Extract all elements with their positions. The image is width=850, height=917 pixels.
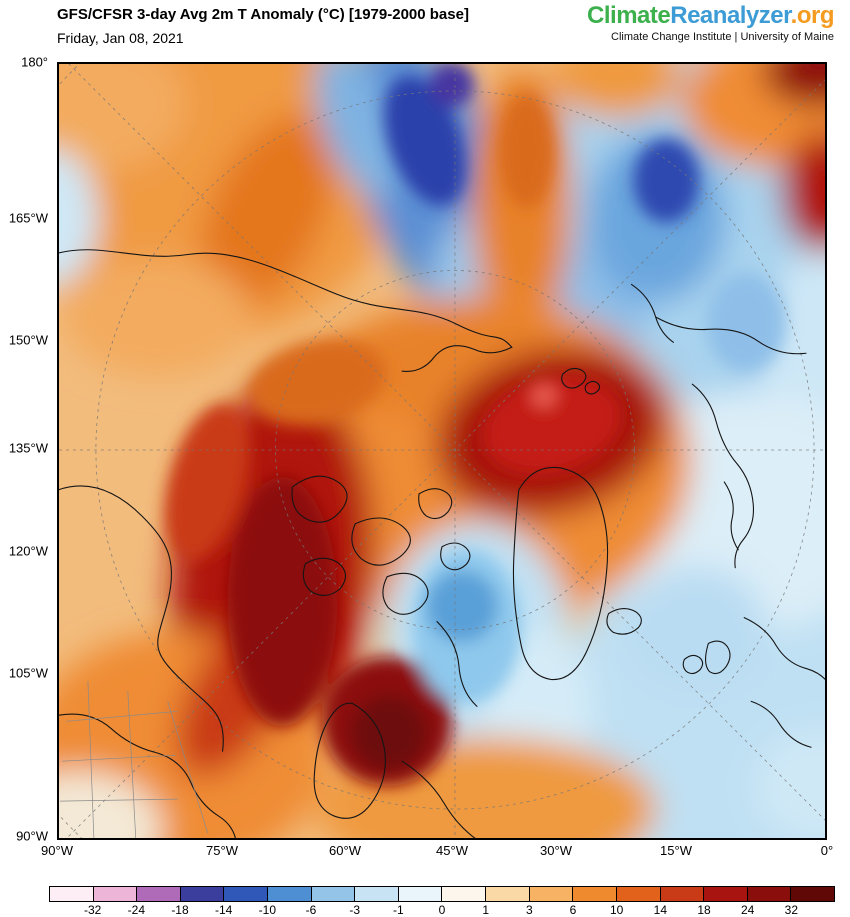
colorbar-labels: -32 -24 -18 -14 -10 -6 -3 -1 0 1 3 6 10 14 18 24 32 — [49, 903, 835, 917]
colorbar-segment — [704, 887, 748, 901]
logo-reanalyzer: Reanalyzer — [670, 2, 791, 29]
colorbar — [49, 886, 835, 902]
x-axis: 90°W 75°W 60°W 45°W 30°W 15°W 0° — [41, 843, 833, 861]
colorbar-tick-label: -1 — [392, 903, 404, 917]
x-axis-label: 75°W — [206, 843, 238, 858]
colorbar-tick-label: -6 — [305, 903, 317, 917]
colorbar-tick-label: 0 — [438, 903, 446, 917]
page-title: GFS/CFSR 3-day Avg 2m T Anomaly (°C) [19… — [57, 6, 469, 23]
anomaly-field-layer — [58, 63, 826, 839]
colorbar-tick-label: 3 — [525, 903, 533, 917]
colorbar-tick-label: 10 — [609, 903, 624, 917]
y-axis-label: 90°W — [16, 828, 48, 844]
logo-org: .org — [790, 2, 835, 29]
y-axis-label: 180° — [21, 54, 48, 70]
y-axis-label: 165°W — [8, 210, 48, 226]
x-axis-label: 0° — [820, 843, 834, 858]
colorbar-tick-label: 18 — [697, 903, 711, 917]
colorbar-segment — [660, 887, 705, 901]
y-axis-label: 120°W — [8, 543, 48, 559]
colorbar-tick-label: 6 — [569, 903, 577, 917]
y-axis: 180° 165°W 150°W 135°W 120°W 105°W 90°W — [0, 55, 53, 844]
colorbar-tick-label: 14 — [653, 903, 668, 917]
colorbar-segment — [268, 887, 312, 901]
colorbar-tick-label: -18 — [171, 903, 189, 917]
y-axis-label: 135°W — [8, 440, 48, 456]
logo-climate: Climate — [587, 2, 671, 29]
x-axis-label: 60°W — [329, 843, 361, 858]
colorbar-segment — [137, 887, 181, 901]
colorbar-segment — [50, 887, 94, 901]
colorbar-segment — [486, 887, 530, 901]
colorbar-segment — [573, 887, 617, 901]
climate-reanalyzer-logo[interactable]: ClimateReanalyzer.org — [587, 3, 834, 28]
page-date: Friday, Jan 08, 2021 — [57, 30, 184, 46]
y-axis-label: 150°W — [8, 332, 48, 348]
map-container — [57, 62, 827, 840]
anomaly-detail-layer — [165, 63, 787, 787]
colorbar-segment — [311, 887, 356, 901]
colorbar-segment — [180, 887, 225, 901]
colorbar-segment — [791, 887, 834, 901]
colorbar-segment — [398, 887, 443, 901]
logo-block: ClimateReanalyzer.org Climate Change Ins… — [587, 3, 834, 43]
colorbar-segment — [224, 887, 269, 901]
colorbar-segment — [529, 887, 574, 901]
colorbar-tick-label: -3 — [349, 903, 360, 917]
colorbar-segment — [747, 887, 792, 901]
border-grid-lines — [59, 681, 208, 839]
x-axis-label: 45°W — [436, 843, 468, 858]
x-axis-label: 90°W — [41, 843, 73, 858]
x-axis-label: 30°W — [540, 843, 572, 858]
graticule-lines — [58, 63, 826, 839]
colorbar-tick-label: 1 — [482, 903, 489, 917]
colorbar-segment — [355, 887, 399, 901]
colorbar-tick-label: -24 — [127, 903, 145, 917]
colorbar-tick-label: -14 — [214, 903, 233, 917]
colorbar-tick-label: -10 — [258, 903, 276, 917]
colorbar-tick-label: -32 — [83, 903, 102, 917]
colorbar-tick-label: 24 — [740, 903, 755, 917]
colorbar-tick-label: 32 — [784, 903, 799, 917]
x-axis-label: 15°W — [660, 843, 692, 858]
colorbar-segment — [616, 887, 661, 901]
anomaly-map-image — [58, 63, 826, 839]
coastlines — [58, 249, 826, 839]
y-axis-label: 105°W — [8, 665, 48, 681]
colorbar-segment — [93, 887, 138, 901]
logo-subtitle: Climate Change Institute | University of… — [611, 31, 834, 44]
colorbar-segment — [442, 887, 487, 901]
